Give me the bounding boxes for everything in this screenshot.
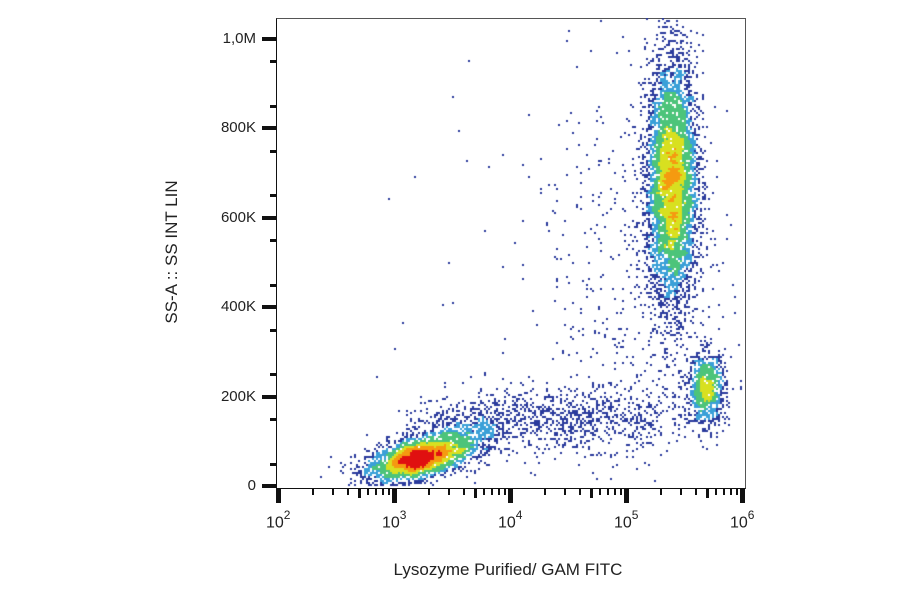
- x-minor-tick: [729, 489, 732, 495]
- x-major-tick: [740, 489, 745, 503]
- y-minor-tick: [270, 239, 276, 243]
- x-minor-tick: [599, 489, 602, 495]
- x-minor-tick: [483, 489, 486, 495]
- y-tick-label: 200K: [220, 387, 256, 405]
- y-minor-tick: [270, 149, 276, 153]
- x-minor-tick: [346, 489, 349, 495]
- x-minor-tick: [311, 489, 314, 495]
- y-minor-tick: [270, 194, 276, 198]
- x-minor-tick: [427, 489, 430, 495]
- x-minor-tick: [375, 489, 378, 495]
- x-minor-tick: [503, 489, 506, 495]
- y-major-tick: [262, 215, 276, 220]
- y-minor-tick: [270, 417, 276, 421]
- y-minor-tick: [270, 105, 276, 109]
- x-minor-tick: [659, 489, 662, 495]
- x-minor-tick: [543, 489, 546, 495]
- x-minor-tick: [358, 489, 362, 498]
- x-minor-tick: [680, 489, 683, 495]
- x-major-tick: [392, 489, 397, 503]
- y-minor-tick: [270, 60, 276, 64]
- y-minor-tick: [270, 373, 276, 377]
- x-minor-tick: [578, 489, 581, 495]
- y-tick-label: 1,0M: [222, 30, 256, 47]
- y-major-tick: [262, 305, 276, 310]
- x-minor-tick: [462, 489, 465, 495]
- x-minor-tick: [474, 489, 478, 498]
- x-minor-tick: [491, 489, 494, 495]
- x-minor-tick: [619, 489, 622, 495]
- x-minor-tick: [367, 489, 370, 495]
- y-minor-tick: [270, 283, 276, 287]
- x-minor-tick: [723, 489, 726, 495]
- x-minor-tick: [607, 489, 610, 495]
- x-tick-label: 105: [614, 508, 639, 532]
- y-tick-label: 0: [247, 477, 256, 494]
- x-tick-label: 104: [498, 508, 523, 532]
- x-major-tick: [624, 489, 629, 503]
- y-major-tick: [262, 484, 276, 488]
- x-tick-label: 103: [382, 508, 407, 532]
- x-minor-tick: [706, 489, 710, 498]
- x-minor-tick: [715, 489, 718, 495]
- x-minor-tick: [497, 489, 500, 495]
- x-major-tick: [508, 489, 513, 503]
- x-tick-label: 106: [730, 508, 755, 532]
- x-major-tick: [276, 489, 281, 503]
- y-tick-label: 400K: [220, 298, 256, 316]
- y-major-tick: [262, 126, 276, 131]
- x-minor-tick: [694, 489, 697, 495]
- x-minor-tick: [448, 489, 451, 495]
- y-axis-label: SS-A :: SS INT LIN: [162, 180, 181, 324]
- x-minor-tick: [735, 489, 738, 495]
- x-minor-tick: [387, 489, 390, 495]
- y-minor-tick: [270, 328, 276, 332]
- y-tick-label: 800K: [220, 119, 256, 137]
- x-minor-tick: [381, 489, 384, 495]
- y-tick-label: 600K: [220, 208, 256, 226]
- y-major-tick: [262, 37, 276, 41]
- y-minor-tick: [270, 462, 276, 466]
- x-axis-label: Lysozyme Purified/ GAM FITC: [393, 560, 623, 579]
- density-dot-plot: [276, 18, 746, 489]
- x-minor-tick: [613, 489, 616, 495]
- x-tick-label: 102: [266, 508, 291, 532]
- x-minor-tick: [332, 489, 335, 495]
- x-minor-tick: [564, 489, 567, 495]
- y-major-tick: [262, 394, 276, 399]
- x-minor-tick: [590, 489, 594, 498]
